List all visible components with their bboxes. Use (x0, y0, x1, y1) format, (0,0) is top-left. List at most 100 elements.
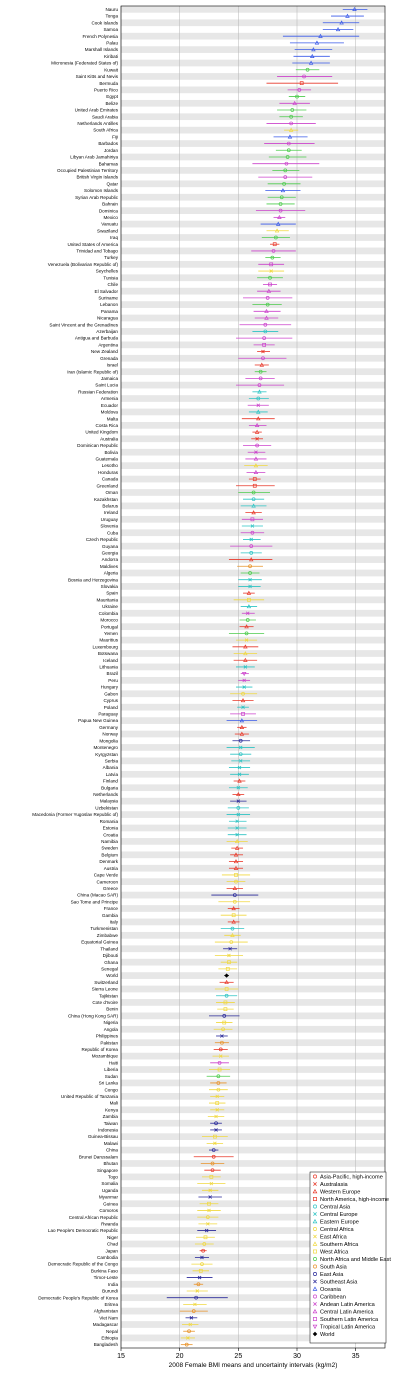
country-row: Viet Nam (99, 1315, 198, 1320)
row-stripe (121, 878, 385, 886)
mean-marker (257, 383, 262, 387)
row-stripe (121, 180, 385, 188)
mean-marker (241, 705, 245, 709)
mean-marker (263, 322, 268, 327)
row-stripe (121, 784, 385, 792)
mean-marker (232, 885, 238, 890)
row-stripe (121, 770, 385, 778)
mean-marker (213, 1141, 217, 1146)
country-label: Sri Lanka (99, 1081, 119, 1086)
x-axis-label: 2008 Female BMI means and uncertainty in… (169, 1362, 338, 1369)
country-label: Senegal (101, 966, 118, 971)
country-row: Tonga (105, 13, 364, 19)
row-stripe (121, 1146, 385, 1154)
mean-marker (258, 369, 263, 374)
country-label: Sweden (101, 846, 118, 851)
mean-marker (232, 899, 237, 904)
country-row: Croatia (103, 832, 247, 837)
country-row: Mauritania (97, 597, 265, 602)
mean-marker (249, 537, 254, 542)
country-row: Peru (108, 678, 251, 683)
country-label: El Salvador (95, 289, 119, 294)
country-label: United Kingdom (85, 430, 118, 435)
country-label: Fiji (112, 134, 118, 139)
mean-marker (256, 409, 261, 414)
country-row: French Polynesia (83, 33, 360, 39)
mean-marker (274, 235, 278, 240)
mean-marker (243, 657, 248, 662)
country-row: Burundi (102, 1289, 208, 1294)
mean-marker (243, 665, 248, 669)
country-label: Romania (100, 819, 119, 824)
row-stripe (121, 1160, 385, 1167)
country-label: Kiribati (104, 54, 118, 59)
legend-label: Central Europe (320, 1212, 358, 1218)
country-label: Peru (108, 678, 118, 683)
country-row: Kyrgyzstan (95, 752, 252, 757)
country-label: Netherlands (93, 792, 118, 797)
legend-label: Oceania (320, 1287, 342, 1293)
mean-marker (238, 738, 243, 743)
mean-marker (243, 644, 248, 649)
country-row: Denmark (99, 859, 244, 864)
country-label: Greenland (97, 483, 119, 488)
country-label: Saint Lucia (95, 383, 118, 388)
country-row: Serbia (105, 758, 251, 763)
country-label: China (Hong Kong SAR) (68, 1013, 119, 1018)
country-row: Uganda (102, 1188, 219, 1193)
country-row: Cote d'Ivoire (92, 1000, 235, 1005)
mean-marker (238, 745, 243, 750)
row-stripe (121, 1119, 385, 1127)
row-stripe (121, 1254, 385, 1261)
country-label: Singapore (97, 1168, 118, 1173)
country-label: Algeria (104, 571, 119, 576)
legend-box (309, 1171, 387, 1344)
mean-marker (220, 1040, 224, 1045)
mean-marker (230, 926, 235, 931)
row-stripe (121, 958, 385, 966)
country-row: United Kingdom (85, 429, 262, 435)
country-row: China (106, 1148, 219, 1153)
mean-marker (211, 1148, 216, 1152)
country-label: Cambodia (97, 1255, 118, 1260)
legend-label: Western Europe (320, 1190, 360, 1196)
country-row: Egypt (106, 94, 306, 99)
country-label: United Arab Emirates (75, 108, 119, 113)
country-row: Mozambique (92, 1054, 229, 1059)
mean-marker (215, 1108, 219, 1112)
mean-marker (261, 349, 265, 354)
country-label: Togo (108, 1174, 118, 1179)
legend-item: Eastern Europe (312, 1218, 359, 1226)
country-label: Ecuador (101, 403, 119, 408)
legend-item: Asia-Pacific, high-income (313, 1174, 383, 1181)
country-label: Switzerland (94, 980, 118, 985)
country-row: Saint Lucia (95, 383, 285, 388)
country-row: Haiti (109, 1060, 229, 1065)
mean-marker (207, 1201, 211, 1206)
country-row: Georgia (102, 550, 262, 555)
country-row: Armenia (101, 396, 269, 401)
mean-marker (265, 302, 270, 307)
mean-marker (251, 503, 256, 508)
country-label: Belarus (102, 503, 118, 508)
mean-marker (225, 967, 230, 971)
country-label: Solomon Islands (84, 188, 119, 193)
country-row: Malaysia (100, 799, 247, 804)
country-row: New Zealand (91, 349, 271, 354)
row-stripe (121, 864, 385, 872)
mean-marker (201, 1248, 205, 1253)
row-stripe (121, 797, 385, 805)
country-row: Puerto Rico (94, 87, 312, 92)
row-stripe (121, 1267, 385, 1275)
country-label: Democratic Republic of the Congo (48, 1262, 118, 1267)
mean-marker (284, 161, 289, 166)
country-row: Netherlands Antilles (77, 121, 316, 126)
country-label: Cook Islands (91, 20, 118, 25)
country-label: Norway (102, 732, 118, 737)
country-row: Albania (103, 765, 251, 770)
legend-marker (313, 1174, 317, 1179)
mean-marker (251, 497, 256, 502)
row-stripe (121, 945, 385, 953)
country-row: Grenada (100, 356, 287, 361)
mean-marker (243, 651, 248, 656)
